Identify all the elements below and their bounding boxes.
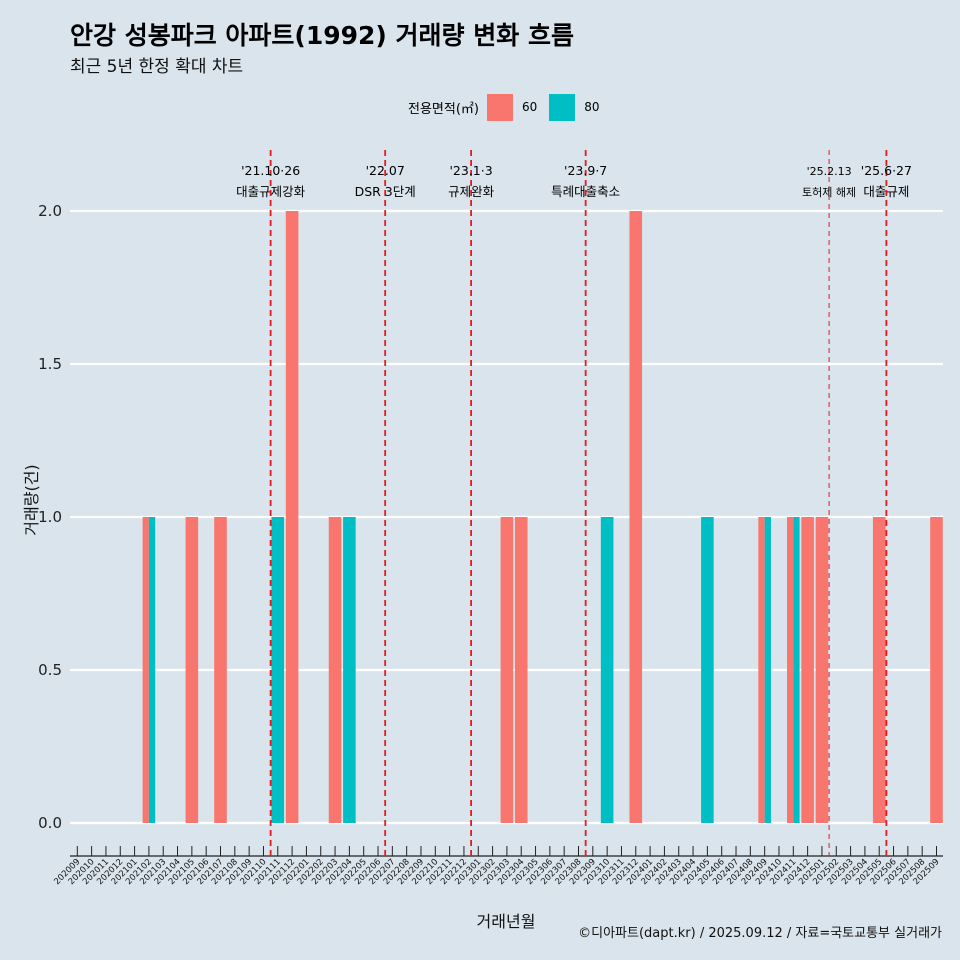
legend-title: 전용면적(㎡) [408, 101, 479, 117]
bar-80-202204 [343, 517, 356, 823]
bar-60-202203 [328, 517, 342, 823]
bar-60-202412 [801, 517, 814, 823]
event-date-label: '25.2.13 [807, 165, 852, 178]
event-name-label: 대출규제강화 [236, 184, 306, 199]
bar-60-202505 [872, 517, 886, 823]
legend-swatch-60 [486, 93, 513, 121]
bar-60-202501 [815, 517, 829, 823]
bar-80-202405 [701, 517, 714, 823]
event-date-label: '25.6·27 [861, 163, 912, 178]
y-tick-label: 0.0 [38, 814, 62, 832]
bar-80-202111 [271, 517, 285, 823]
bar-60-202509 [930, 517, 943, 823]
bar-60-202112 [285, 211, 299, 823]
bar-60-202409 [758, 517, 765, 823]
legend-item-80: 80 [549, 93, 605, 121]
event-name-label: DSR 3단계 [355, 184, 416, 199]
event-date-label: '23.1·3 [449, 163, 492, 178]
chart-subtitle: 최근 5년 한정 확대 차트 [70, 57, 244, 77]
bar-60-202102 [142, 517, 149, 823]
legend-label-80: 80 [584, 100, 600, 114]
bar-80-202411 [793, 517, 800, 823]
chart-title: 안강 성봉파크 아파트(1992) 거래량 변화 흐름 [70, 21, 574, 50]
source-caption: ©디아파트(dapt.kr) / 2025.09.12 / 자료=국토교통부 실… [578, 926, 942, 941]
event-date-label: '22.07 [366, 163, 405, 178]
event-name-label: 토허제 해제 [802, 185, 856, 199]
y-tick-label: 2.0 [38, 202, 62, 220]
bar-60-202312 [629, 211, 643, 823]
event-name-label: 특례대출축소 [551, 184, 620, 199]
y-tick-label: 1.0 [38, 508, 62, 526]
event-name-label: 규제완화 [448, 184, 495, 199]
bar-80-202310 [600, 517, 614, 823]
bar-80-202409 [764, 517, 771, 823]
y-tick-label: 0.5 [38, 661, 62, 679]
event-name-label: 대출규제 [863, 184, 909, 199]
y-tick-label: 1.5 [38, 355, 62, 373]
bar-60-202411 [787, 517, 794, 823]
legend: 전용면적(㎡) 60 80 [408, 93, 612, 121]
bar-60-202303 [500, 517, 514, 823]
bar-80-202102 [148, 517, 156, 823]
legend-item-60: 60 [486, 93, 543, 121]
bar-60-202304 [514, 517, 528, 823]
legend-swatch-80 [549, 93, 576, 121]
x-axis-title: 거래년월 [476, 912, 536, 931]
event-date-label: '21.10·26 [241, 163, 300, 178]
event-date-label: '23.9·7 [564, 163, 607, 178]
bar-60-202107 [214, 517, 227, 823]
y-axis-title: 거래량(건) [22, 464, 41, 536]
bar-60-202105 [185, 517, 199, 823]
legend-label-60: 60 [521, 100, 538, 114]
